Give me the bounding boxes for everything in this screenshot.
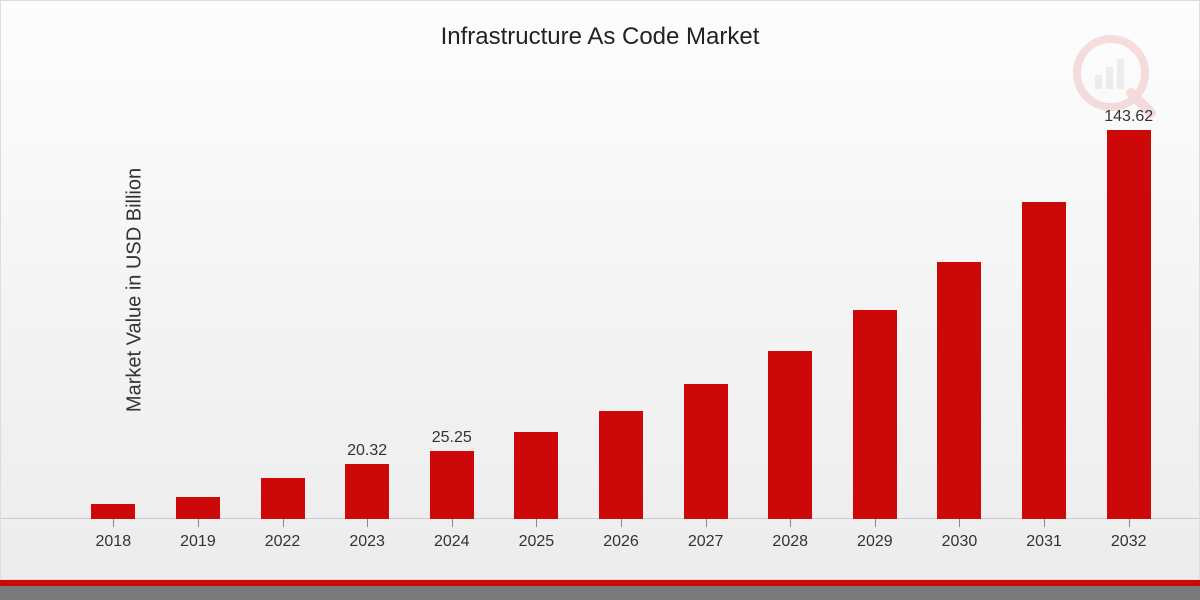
bar <box>599 411 643 519</box>
bar-value-label: 25.25 <box>432 429 472 447</box>
x-tick-label: 2032 <box>1111 533 1147 551</box>
bar <box>1022 202 1066 519</box>
x-tick-label: 2024 <box>434 533 470 551</box>
x-tick-label: 2028 <box>772 533 808 551</box>
bar-value-label: 143.62 <box>1104 108 1153 126</box>
x-tick-label: 2025 <box>519 533 555 551</box>
x-tick-mark <box>1129 519 1130 527</box>
bar-group: 2025 <box>514 432 558 519</box>
x-tick-label: 2022 <box>265 533 301 551</box>
x-tick-mark <box>113 519 114 527</box>
footer-gray-bar <box>0 586 1200 600</box>
x-tick-label: 2026 <box>603 533 639 551</box>
chart-container: Infrastructure As Code Market Market Val… <box>0 0 1200 580</box>
bar-group: 2018 <box>91 504 135 519</box>
footer-strip <box>0 580 1200 600</box>
x-tick-label: 2030 <box>942 533 978 551</box>
x-tick-label: 2027 <box>688 533 724 551</box>
bar <box>261 478 305 519</box>
x-tick-label: 2023 <box>349 533 385 551</box>
x-tick-mark <box>875 519 876 527</box>
x-tick-mark <box>959 519 960 527</box>
x-tick-mark <box>790 519 791 527</box>
bar-group: 2027 <box>684 384 728 519</box>
x-tick-mark <box>452 519 453 527</box>
bar-group: 25.252024 <box>430 429 474 519</box>
plot-area: 2018 2019 2022 20.322023 25.252024 2025 2026 20… <box>71 101 1169 519</box>
bar <box>937 262 981 519</box>
bar <box>768 351 812 519</box>
bar-value-label: 20.32 <box>347 442 387 460</box>
bar-group: 2031 <box>1022 202 1066 519</box>
x-tick-mark <box>536 519 537 527</box>
bar-group: 2022 <box>261 478 305 519</box>
bar-group: 2019 <box>176 497 220 519</box>
bar-group: 20.322023 <box>345 442 389 519</box>
x-tick-mark <box>1044 519 1045 527</box>
x-tick-mark <box>706 519 707 527</box>
x-tick-label: 2018 <box>96 533 132 551</box>
bar-group: 2030 <box>937 262 981 519</box>
x-tick-label: 2019 <box>180 533 216 551</box>
bar <box>91 504 135 519</box>
bar-group: 2028 <box>768 351 812 519</box>
bar-group: 143.622032 <box>1107 108 1151 519</box>
x-tick-label: 2031 <box>1026 533 1062 551</box>
x-tick-label: 2029 <box>857 533 893 551</box>
x-tick-mark <box>621 519 622 527</box>
bar <box>684 384 728 519</box>
chart-title: Infrastructure As Code Market <box>1 23 1199 51</box>
bar <box>345 464 389 519</box>
bar <box>430 451 474 519</box>
bar <box>176 497 220 519</box>
bar <box>514 432 558 519</box>
bar <box>1107 130 1151 519</box>
x-tick-mark <box>198 519 199 527</box>
bar <box>853 310 897 519</box>
bar-group: 2026 <box>599 411 643 519</box>
x-tick-mark <box>283 519 284 527</box>
x-tick-mark <box>367 519 368 527</box>
bar-group: 2029 <box>853 310 897 519</box>
